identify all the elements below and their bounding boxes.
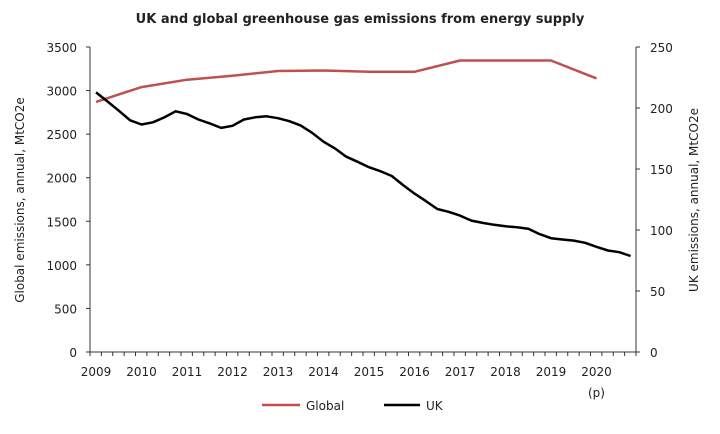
y-axis-left-label: Global emissions, annual, MtCO2e: [13, 97, 27, 303]
x-tick-label: 2013: [263, 365, 294, 379]
series-line-global: [96, 61, 597, 102]
chart-title: UK and global greenhouse gas emissions f…: [136, 12, 585, 27]
legend-label-global: Global: [306, 399, 344, 413]
x-tick-label: 2018: [490, 365, 521, 379]
legend-label-uk: UK: [426, 399, 444, 413]
x-tick-label: 2020: [581, 365, 612, 379]
x-tick-label: 2012: [217, 365, 248, 379]
x-tick-label: 2019: [536, 365, 567, 379]
x-tick-label: 2010: [126, 365, 157, 379]
y-right-tick-label: 100: [650, 224, 673, 238]
legend: Global UK: [262, 399, 444, 413]
series-line-uk: [96, 92, 631, 256]
y-left-tick-label: 500: [54, 302, 77, 316]
y-left-tick-label: 1000: [46, 259, 77, 273]
y-right-tick-label: 150: [650, 163, 673, 177]
x-tick-label: 2016: [399, 365, 430, 379]
y-left-tick-label: 2000: [46, 172, 77, 186]
x-tick-label: 2011: [172, 365, 203, 379]
y-right-tick-label: 250: [650, 41, 673, 55]
x-tick-label: 2014: [308, 365, 339, 379]
y-left-tick-label: 2500: [46, 128, 77, 142]
x-tick-label: 2017: [445, 365, 476, 379]
y-right-tick-label: 50: [650, 285, 665, 299]
y-left-tick-label: 3500: [46, 41, 77, 55]
x-tick-label: 2009: [81, 365, 112, 379]
y-right-tick-label: 0: [650, 346, 658, 360]
x-tick-label: 2015: [354, 365, 385, 379]
y-axis-right-label: UK emissions, annual, MtCO2e: [687, 108, 701, 292]
y-left-tick-label: 1500: [46, 215, 77, 229]
x-tick-note: (p): [588, 386, 605, 400]
y-left-tick-label: 0: [69, 346, 77, 360]
y-left-tick-label: 3000: [46, 85, 77, 99]
y-right-tick-label: 200: [650, 102, 673, 116]
